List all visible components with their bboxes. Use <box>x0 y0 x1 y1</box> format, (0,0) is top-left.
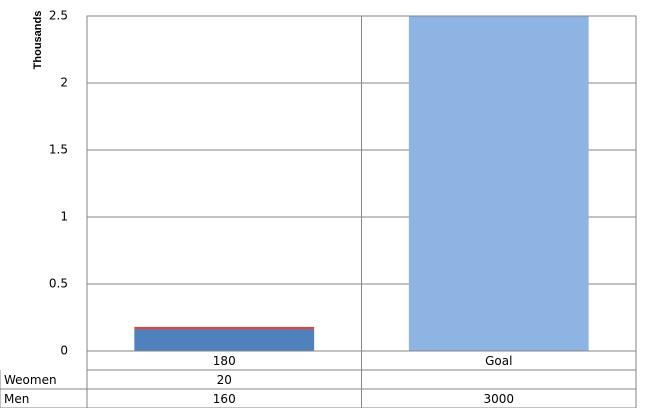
y-tick-label: 2.5 <box>49 9 68 23</box>
legend-label: Weomen <box>4 373 57 387</box>
y-tick-label: 0.5 <box>49 277 68 291</box>
y-tick-label: 2 <box>60 76 68 90</box>
plot-bars <box>134 16 589 351</box>
data-table-value: 20 <box>217 373 232 387</box>
bar-segment <box>408 16 589 351</box>
x-tick-label: 180 <box>213 354 236 368</box>
y-tick-label: 0 <box>60 344 68 358</box>
y-tick-label: 1 <box>60 210 68 224</box>
y-axis-title: Thousands <box>32 11 44 70</box>
data-table-value: 160 <box>213 392 236 406</box>
y-tick-label: 1.5 <box>49 143 68 157</box>
legend-label: Men <box>4 392 29 406</box>
bar-segment <box>134 329 315 351</box>
x-tick-label: Goal <box>485 354 512 368</box>
data-table-value: 3000 <box>483 392 514 406</box>
bar-segment <box>134 326 315 330</box>
